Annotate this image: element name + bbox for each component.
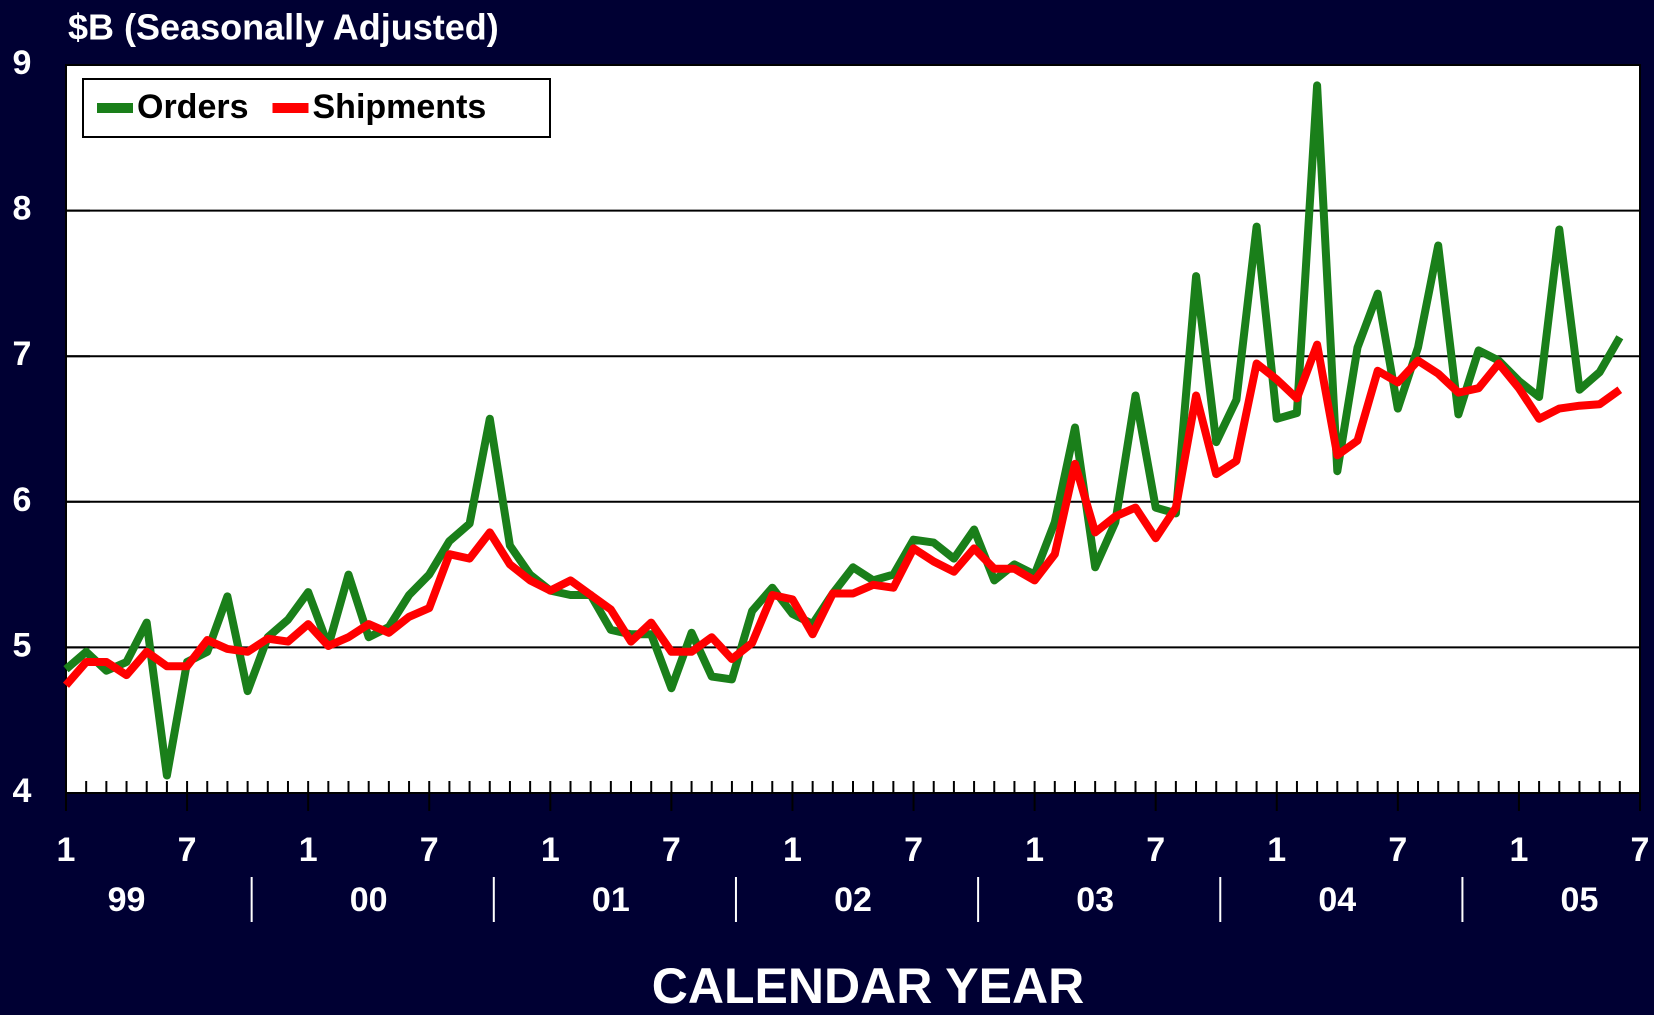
series-line <box>62 340 1623 688</box>
x-tick-label: 1 <box>1509 831 1528 869</box>
x-tick-label: 1 <box>1267 831 1286 869</box>
year-label: 00 <box>350 881 388 919</box>
plot-border <box>65 64 1641 794</box>
year-label: 03 <box>1076 881 1114 919</box>
year-label: 01 <box>592 881 630 919</box>
x-tick-label: 1 <box>1025 831 1044 869</box>
year-label: 99 <box>108 881 146 919</box>
y-tick-label: 8 <box>13 190 32 228</box>
x-tick-label: 1 <box>783 831 802 869</box>
plot-area <box>66 65 1640 793</box>
y-tick-label: 6 <box>13 481 32 519</box>
y-tick-label: 5 <box>13 626 32 664</box>
x-tick-label: 1 <box>299 831 318 869</box>
x-tick-label: 7 <box>662 831 681 869</box>
legend-label: Orders <box>137 88 249 126</box>
x-tick-label: 7 <box>1146 831 1165 869</box>
y-tick-label: 4 <box>13 772 32 810</box>
x-axis-label: CALENDAR YEAR <box>652 958 1084 1014</box>
year-label: 02 <box>834 881 872 919</box>
x-tick-label: 1 <box>57 831 76 869</box>
year-label: 05 <box>1561 881 1599 919</box>
y-tick-label: 9 <box>13 44 32 82</box>
y-tick-label: 7 <box>13 335 32 373</box>
legend-box <box>82 78 551 138</box>
x-tick-label: 7 <box>420 831 439 869</box>
x-tick-label: 7 <box>904 831 923 869</box>
legend-label: Shipments <box>313 88 487 126</box>
year-label: 04 <box>1318 881 1356 919</box>
x-tick-label: 7 <box>1388 831 1407 869</box>
x-tick-label: 7 <box>178 831 197 869</box>
chart-title: $B (Seasonally Adjusted) <box>68 7 499 48</box>
x-tick-label: 7 <box>1631 831 1650 869</box>
x-tick-label: 1 <box>541 831 560 869</box>
